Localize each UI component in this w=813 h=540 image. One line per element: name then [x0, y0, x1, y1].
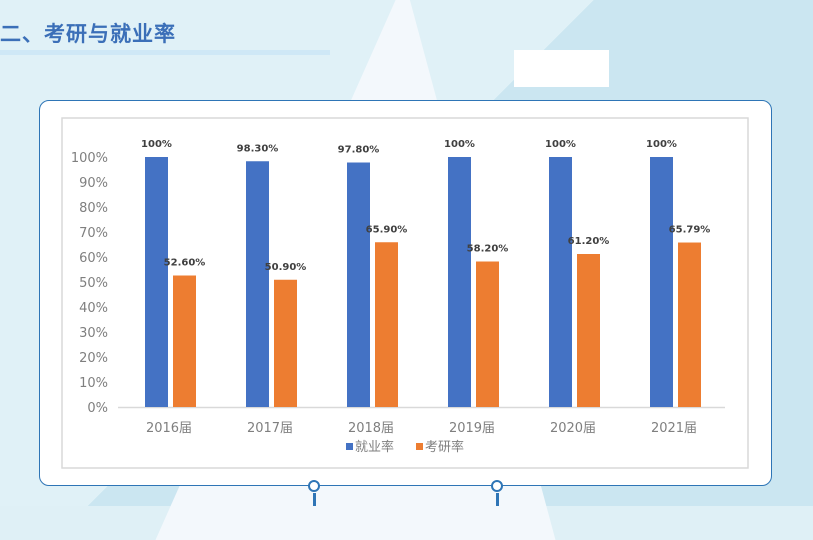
y-tick-label: 60% — [79, 251, 108, 266]
y-tick-label: 100% — [71, 151, 108, 166]
data-label: 98.30% — [237, 143, 279, 154]
pin-icon — [491, 480, 503, 492]
data-label: 65.79% — [669, 225, 711, 236]
pin-icon — [308, 480, 320, 492]
data-label: 97.80% — [338, 145, 380, 156]
data-label: 100% — [545, 139, 576, 150]
y-tick-label: 40% — [79, 301, 108, 316]
data-label: 61.20% — [568, 236, 610, 247]
slide-title: 二、考研与就业率 — [0, 22, 176, 46]
data-label: 65.90% — [366, 224, 408, 235]
title-underline — [0, 50, 330, 55]
bar-employment — [650, 157, 673, 407]
data-label: 100% — [444, 139, 475, 150]
bar-chart: 0% 10% 20% 30% 40% 50% 60% 70% 80% 90% 100% 100% 52.… — [61, 117, 749, 469]
bar-postgrad — [476, 261, 499, 407]
legend-swatch — [346, 443, 353, 450]
data-label: 50.90% — [265, 262, 307, 273]
x-tick-label: 2016届 — [146, 421, 192, 436]
x-tick-label: 2017届 — [247, 421, 293, 436]
x-tick-label: 2018届 — [348, 421, 394, 436]
x-tick-label: 2021届 — [651, 421, 697, 436]
data-label: 100% — [141, 139, 172, 150]
bar-employment — [246, 161, 269, 407]
bar-employment — [549, 157, 572, 407]
data-label: 100% — [646, 139, 677, 150]
bar-postgrad — [173, 275, 196, 407]
bar-postgrad — [274, 279, 297, 407]
y-tick-label: 90% — [79, 176, 108, 191]
y-tick-label: 80% — [79, 201, 108, 216]
blank-box — [514, 50, 609, 87]
bar-employment — [347, 162, 370, 407]
y-tick-label: 0% — [87, 401, 108, 416]
y-tick-label: 70% — [79, 226, 108, 241]
plot-frame — [61, 117, 749, 469]
bar-postgrad — [577, 254, 600, 407]
data-label: 58.20% — [467, 244, 509, 255]
bar-postgrad — [678, 242, 701, 407]
bar-employment — [448, 157, 471, 407]
bar-postgrad — [375, 242, 398, 407]
y-tick-label: 20% — [79, 351, 108, 366]
x-tick-label: 2019届 — [449, 421, 495, 436]
legend-label: 考研率 — [425, 439, 464, 455]
y-tick-label: 30% — [79, 326, 108, 341]
pin-stem — [495, 493, 499, 506]
pin-stem — [312, 493, 316, 506]
data-label: 52.60% — [164, 258, 206, 269]
legend-swatch — [416, 443, 423, 450]
legend-label: 就业率 — [355, 439, 394, 455]
y-tick-label: 10% — [79, 376, 108, 391]
bar-employment — [145, 157, 168, 407]
x-tick-label: 2020届 — [550, 421, 596, 436]
y-tick-label: 50% — [79, 276, 108, 291]
